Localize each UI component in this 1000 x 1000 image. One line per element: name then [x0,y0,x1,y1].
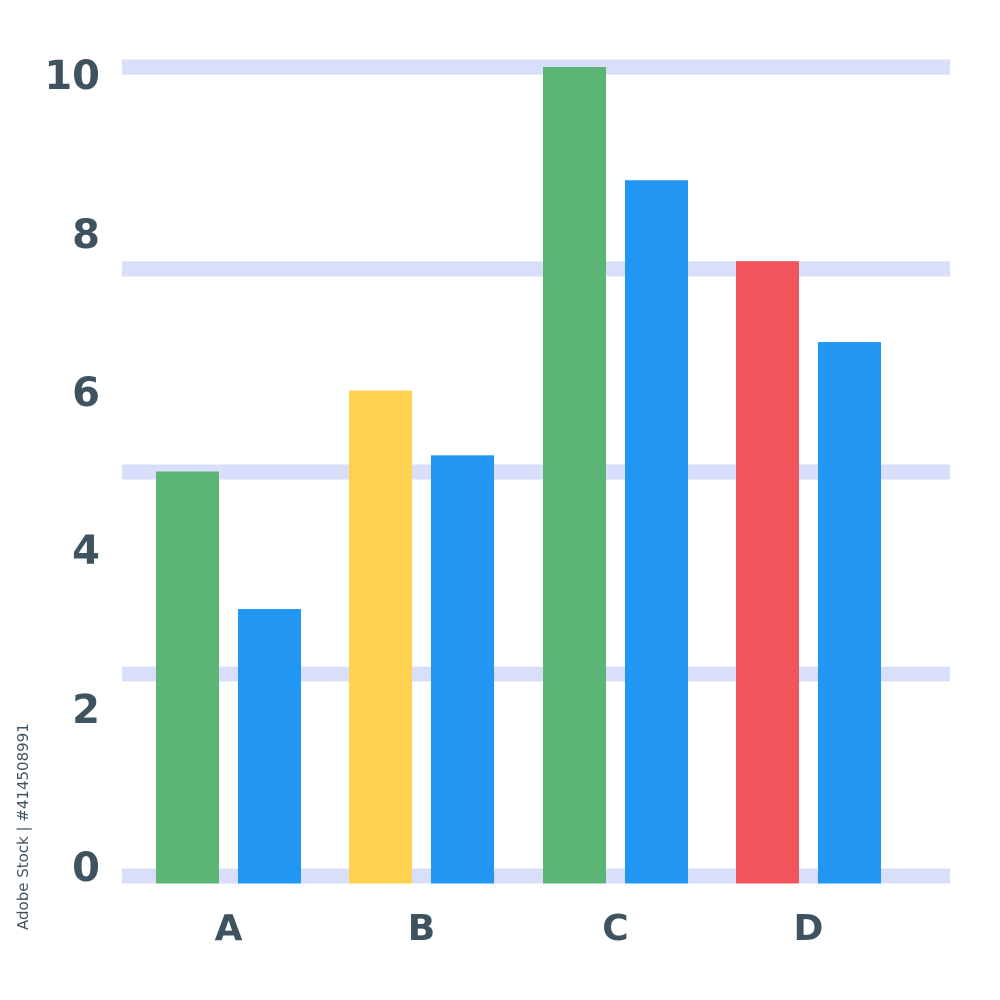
bar-b-1 [349,390,412,884]
y-tick-label-6: 6 [72,370,100,416]
y-tick-label-2: 2 [72,687,100,733]
y-axis-ticks: 0 2 4 6 8 10 [44,53,100,891]
x-category-label-a: A [215,908,243,949]
x-category-label-b: B [408,908,435,949]
bar-c-2 [625,180,688,884]
gridline-4 [122,59,950,75]
bar-b-2 [431,455,494,884]
y-tick-label-8: 8 [72,212,100,258]
x-axis-categories: A B C D [215,908,824,949]
bars [156,67,881,884]
bar-a-2 [238,609,301,884]
bar-a-1 [156,471,219,884]
gridline-3 [122,261,950,277]
bar-d-1 [736,261,799,884]
x-category-label-d: D [794,908,824,949]
watermark-label: Adobe Stock | #414508991 [14,723,32,930]
bar-d-2 [818,342,881,884]
y-tick-label-4: 4 [72,528,100,574]
x-category-label-c: C [602,908,628,949]
y-tick-label-10: 10 [44,53,100,99]
bar-c-1 [543,67,606,884]
y-tick-label-0: 0 [72,845,100,891]
